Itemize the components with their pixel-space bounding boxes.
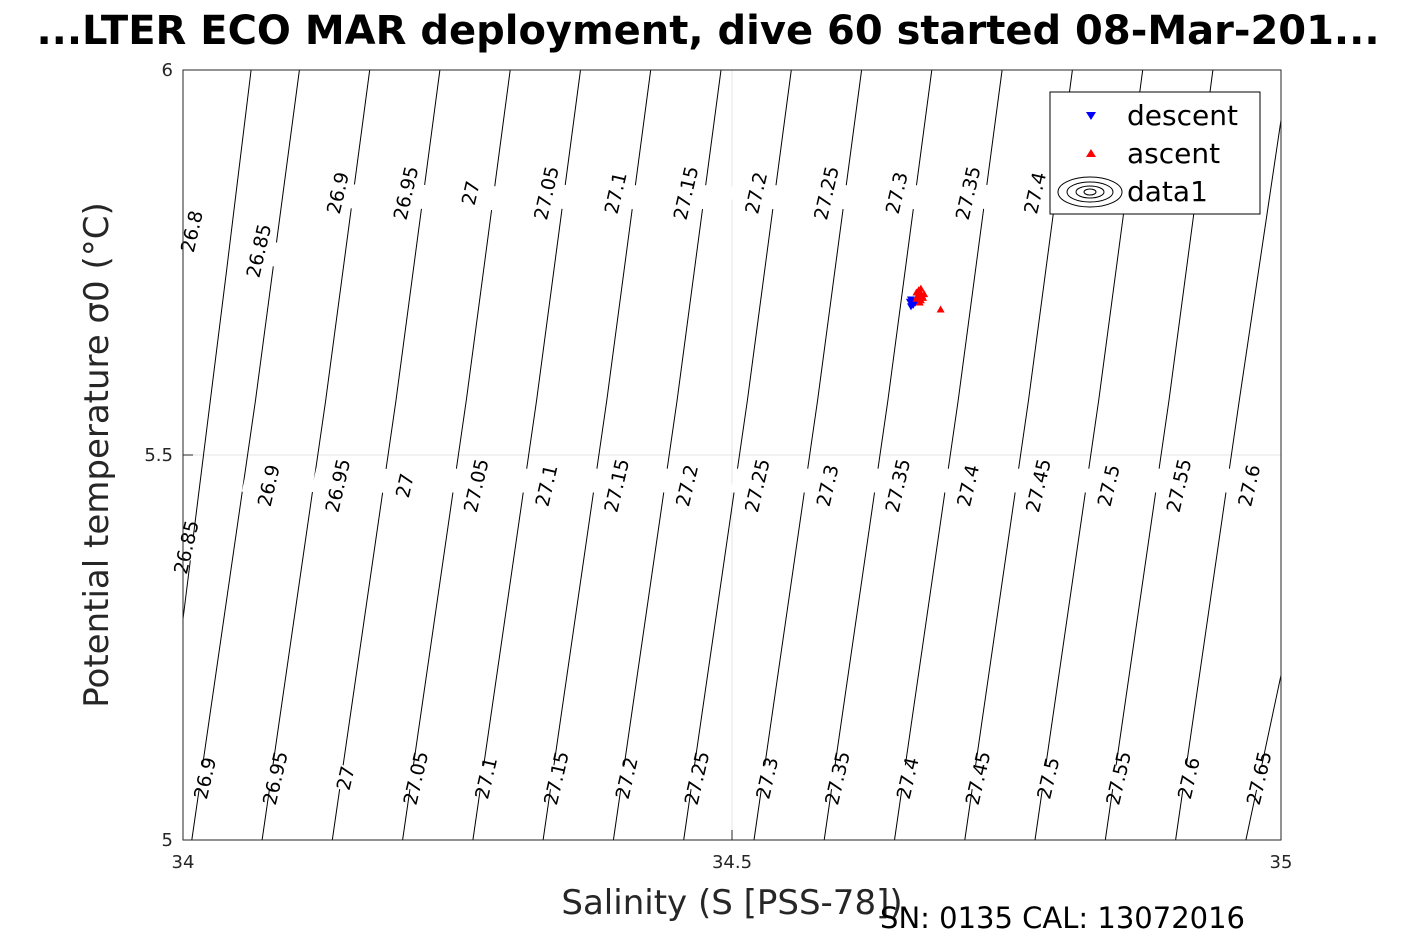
contour-line-27.4 xyxy=(894,69,1003,841)
contour-label-gap xyxy=(730,468,787,504)
contour-line-27.1 xyxy=(472,69,581,841)
contour-label-gap xyxy=(1021,760,1078,796)
contour-label-gap xyxy=(669,760,726,796)
contour-label-gap xyxy=(800,468,857,504)
contour-label-gap xyxy=(1011,468,1068,504)
x-tick-label: 34.5 xyxy=(712,852,752,873)
contour-label-gap xyxy=(941,175,998,211)
contour-label-gap xyxy=(1161,760,1218,796)
contour-label-gap xyxy=(318,760,375,796)
contour-label: 27 xyxy=(392,471,419,500)
contour-label-gap xyxy=(443,175,500,211)
contour-line-27.35 xyxy=(823,69,933,841)
x-axis-label: Salinity (S [PSS-78]) xyxy=(561,883,902,923)
contour-line-26.85 xyxy=(182,69,252,620)
x-tick-label: 34 xyxy=(172,852,195,873)
contour-line-26.95 xyxy=(261,69,371,841)
contour-label-gap xyxy=(658,175,716,211)
contour-label-gap xyxy=(589,468,646,504)
contour-label-gap xyxy=(388,760,445,796)
density-contours xyxy=(182,69,1282,841)
contour-label-gap xyxy=(799,175,856,211)
contour-label-gap xyxy=(729,175,786,211)
contour-label: 27 xyxy=(458,179,485,208)
contour-line-27.05 xyxy=(402,69,511,841)
contour-label-gap xyxy=(377,468,434,504)
contour-line-27.25 xyxy=(683,69,792,841)
ascent-point xyxy=(916,284,925,292)
contour-line-27.2 xyxy=(612,69,722,841)
contour-label-gap xyxy=(519,175,576,211)
axis-ticks: 34 34.5 35 5 5.5 6 xyxy=(144,60,1292,873)
contour-label-gap xyxy=(231,233,288,269)
contour-label-gap xyxy=(1222,468,1279,504)
chart-title: ...LTER ECO MAR deployment, dive 60 star… xyxy=(36,8,1379,54)
ascent-point xyxy=(920,290,929,298)
contour-label-gap xyxy=(459,760,516,796)
contour-label: 27 xyxy=(333,764,360,793)
data-points xyxy=(905,284,945,313)
contour-label-gap xyxy=(1081,468,1138,504)
y-tick-label: 6 xyxy=(162,60,173,81)
contour-label-gap xyxy=(951,760,1008,796)
legend-ascent-marker xyxy=(1086,149,1096,157)
ascent-point xyxy=(915,298,924,306)
contour-label-gap xyxy=(159,529,216,565)
ascent-point xyxy=(919,293,928,301)
x-tick-label: 35 xyxy=(1270,852,1293,873)
contour-label-gap xyxy=(941,468,998,504)
legend-descent-label: descent xyxy=(1127,99,1238,132)
contour-label-gap xyxy=(880,760,937,796)
contour-line-27.3 xyxy=(753,69,863,841)
contour-line-26.9 xyxy=(191,69,300,841)
legend: descent ascent data1 xyxy=(1049,91,1261,215)
contour-label-gap xyxy=(870,468,927,504)
contour-label-gap xyxy=(869,175,926,211)
contour-line-27 xyxy=(331,69,441,841)
contour-label-gap xyxy=(1232,760,1289,796)
legend-descent-marker xyxy=(1086,112,1096,120)
legend-contour-label: data1 xyxy=(1127,175,1208,208)
legend-ascent-label: ascent xyxy=(1127,137,1220,170)
descent-point xyxy=(906,296,915,304)
contour-label-gap xyxy=(1151,468,1209,504)
contour-label-gap xyxy=(660,468,717,504)
contour-label-gap xyxy=(248,760,305,796)
contour-label-gap xyxy=(164,214,221,250)
contour-label-gap xyxy=(310,175,367,211)
contour-label-gap xyxy=(1091,760,1148,796)
ascent-point xyxy=(912,288,921,296)
contour-label-gap xyxy=(178,760,235,796)
contour-line-27.6 xyxy=(1175,120,1282,841)
contour-line-27.15 xyxy=(542,69,652,841)
contour-label-gap xyxy=(529,760,586,796)
legend-contour-icon xyxy=(1057,176,1123,208)
instrument-footer: SN: 0135 CAL: 13072016 xyxy=(880,901,1245,935)
contour-label-gap xyxy=(378,175,436,211)
contour-label-gap xyxy=(810,760,867,796)
contour-label-gap xyxy=(241,468,298,504)
ascent-point xyxy=(936,305,945,313)
y-tick-label: 5.5 xyxy=(144,445,173,466)
y-tick-label: 5 xyxy=(162,830,173,851)
contour-line-27.65 xyxy=(1245,675,1282,841)
contour-label-gap xyxy=(310,468,367,504)
y-axis-label: Potential temperature σ0 (°C) xyxy=(77,202,117,708)
contour-label-gap xyxy=(519,468,576,504)
contour-label-gap xyxy=(599,760,656,796)
contour-label-gap xyxy=(588,175,645,211)
contour-label-gap xyxy=(449,468,506,504)
contour-label-gap xyxy=(740,760,797,796)
